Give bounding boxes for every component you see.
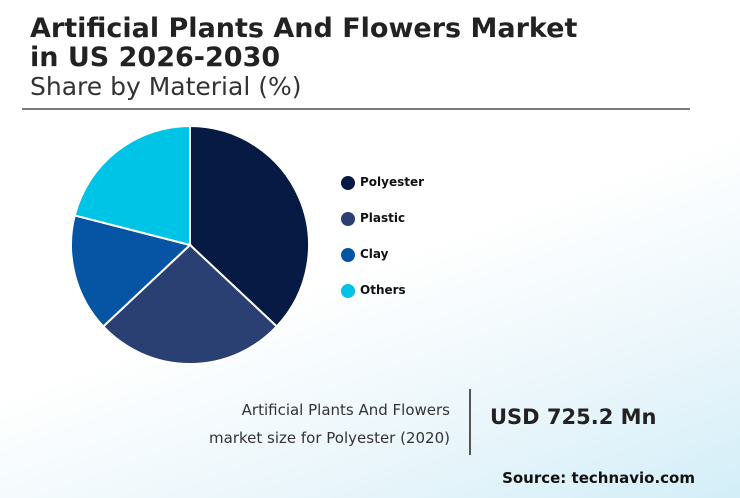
pie-slice-polyester [189,124,311,328]
chart-title: Artificial Plants And Flowers Market in … [30,13,578,73]
highlight-caption-line2: market size for Polyester (2020) [209,429,450,447]
pie-slice-others [73,124,191,247]
legend-swatch [341,284,355,298]
source-note: Source: technavio.com [502,469,695,487]
header-divider [22,108,690,110]
legend-swatch [341,212,355,226]
legend-label: Others [360,283,406,297]
legend-swatch [341,248,355,262]
highlight-divider [469,389,471,455]
highlight-caption: Artificial Plants And Flowers market siz… [209,396,450,452]
legend-label: Plastic [360,211,406,225]
legend-swatch [341,176,355,190]
chart-subtitle: Share by Material (%) [30,72,302,101]
pie-slice-clay [70,214,193,328]
highlight-caption-line1: Artificial Plants And Flowers [241,401,450,419]
pie-slice-plastic [101,243,279,366]
legend-label: Polyester [360,175,425,189]
highlight-value: USD 725.2 Mn [490,405,657,429]
legend-label: Clay [360,247,389,261]
